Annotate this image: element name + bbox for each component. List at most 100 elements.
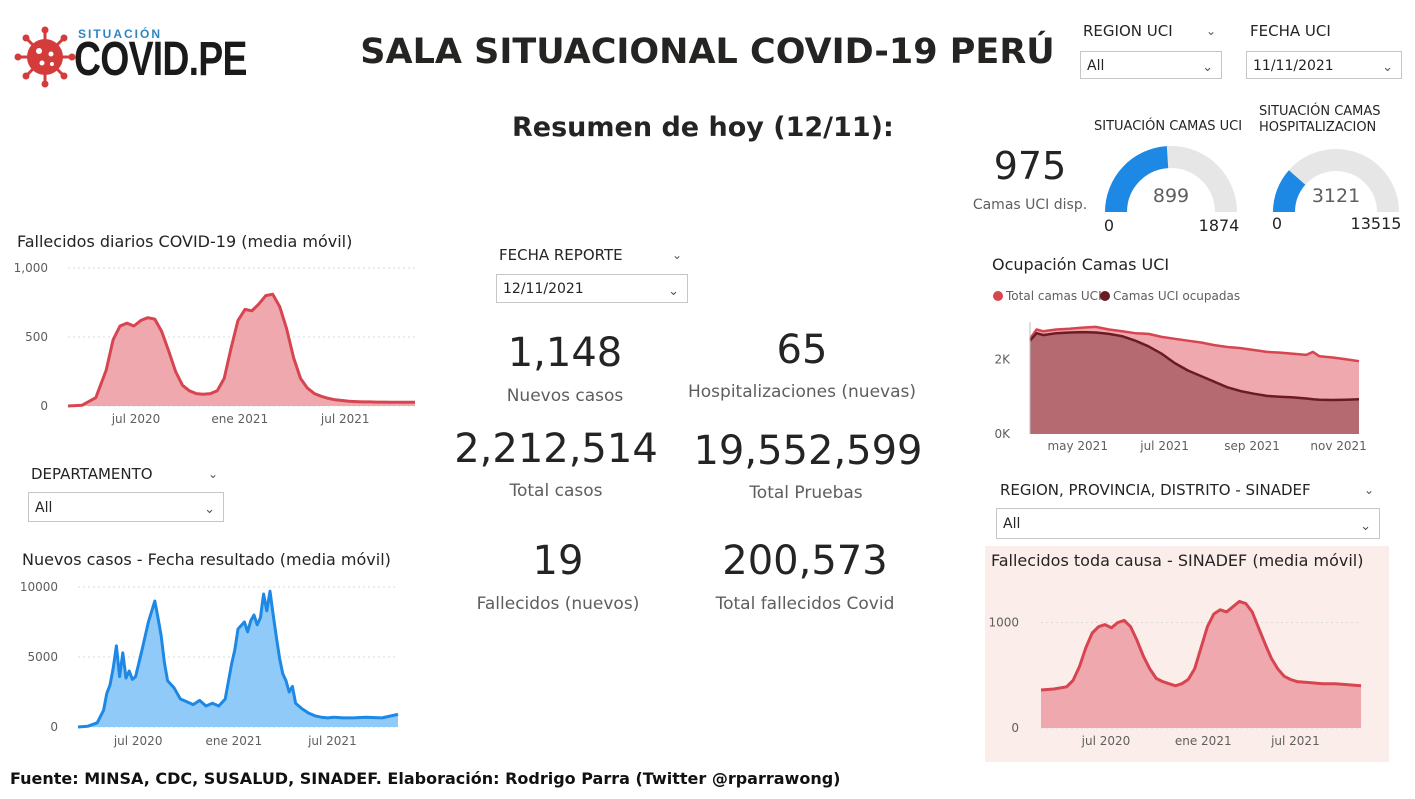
chart-ocupacion: 2K 0K may 2021 jul 2021 sep 2021 nov 2021 Tota… <box>993 289 1367 453</box>
chevron-down-icon: ⌄ <box>204 502 215 517</box>
series-line-1 <box>1029 330 1360 402</box>
area-0 <box>68 294 415 406</box>
camas-uci-label: Camas UCI disp. <box>972 197 1088 213</box>
fallecidos-value: 19 <box>532 538 584 584</box>
hospitalizaciones-value: 65 <box>776 327 828 373</box>
region-sinadef-dropdown[interactable]: All ⌄ <box>996 508 1380 539</box>
y-tick-label: 2K <box>994 352 1011 366</box>
virus-icon <box>14 26 76 88</box>
gauge-hosp-max: 13515 <box>1351 214 1402 233</box>
chart-nuevos-casos: 10000 5000 0 jul 2020 ene 2021 jul 2021 <box>20 580 399 748</box>
region-sinadef-value: All <box>1003 516 1021 532</box>
total-fallecidos-label: Total fallecidos Covid <box>715 594 895 614</box>
gauge-hosp-fill <box>1273 170 1306 213</box>
x-tick-label: ene 2021 <box>205 734 262 748</box>
gauge-hosp-value: 3121 <box>1312 185 1360 207</box>
fecha-uci-dropdown[interactable]: 11/11/2021 ⌄ <box>1246 51 1402 79</box>
legend-label: Camas UCI ocupadas <box>1113 289 1240 303</box>
hospitalizaciones-label: Hospitalizaciones (nuevas) <box>688 382 916 402</box>
region-uci-value: All <box>1087 58 1105 74</box>
y-tick-label: 1000 <box>988 615 1019 629</box>
series-line-0 <box>67 292 415 408</box>
x-tick-label: jul 2021 <box>1270 734 1320 748</box>
y-tick-label: 500 <box>25 330 48 344</box>
gauge-uci-title: SITUACIÓN CAMAS UCI <box>1094 119 1243 134</box>
y-tick-label: 0 <box>50 720 58 734</box>
footer-source: Fuente: MINSA, CDC, SUSALUD, SINADEF. El… <box>10 769 841 788</box>
y-tick-label: 5000 <box>27 650 58 664</box>
chart-sinadef: 1000 0 jul 2020 ene 2021 jul 2021 <box>988 599 1362 748</box>
departamento-label: DEPARTAMENTO <box>31 465 153 483</box>
gauge-hosp-title: SITUACIÓN CAMAS HOSPITALIZACION <box>1259 104 1381 135</box>
nuevos-casos-label: Nuevos casos <box>506 386 624 406</box>
chevron-down-icon: ⌄ <box>1360 519 1371 534</box>
area-0 <box>1041 601 1361 728</box>
gauge-uci-value: 899 <box>1153 185 1189 207</box>
chevron-down-icon[interactable]: ⌄ <box>1364 483 1375 497</box>
series-line-0 <box>77 589 399 729</box>
total-pruebas-label: Total Pruebas <box>749 483 863 503</box>
summary-title: Resumen de hoy (12/11): <box>512 112 894 143</box>
nuevos-casos-value: 1,148 <box>507 330 623 376</box>
gauge-uci: 899 0 1874 <box>1104 146 1240 235</box>
chart-sinadef-title: Fallecidos toda causa - SINADEF (media m… <box>991 551 1364 570</box>
x-tick-label: jul 2020 <box>111 412 161 426</box>
x-tick-label: sep 2021 <box>1224 439 1280 453</box>
legend-marker <box>993 291 1003 301</box>
x-tick-label: ene 2021 <box>211 412 268 426</box>
chart-nuevos-casos-title: Nuevos casos - Fecha resultado (media mó… <box>22 550 391 569</box>
x-tick-label: may 2021 <box>1047 439 1108 453</box>
legend-marker <box>1100 291 1110 301</box>
gauge-uci-min: 0 <box>1104 216 1114 235</box>
fecha-reporte-label: FECHA REPORTE <box>499 246 623 264</box>
camas-uci-value: 975 <box>993 144 1067 188</box>
series-line-0 <box>1040 599 1362 692</box>
departamento-dropdown[interactable]: All ⌄ <box>28 492 224 522</box>
logo-title: COVID.PE <box>74 33 247 86</box>
chevron-down-icon[interactable]: ⌄ <box>1206 24 1217 38</box>
y-tick-label: 0K <box>994 427 1011 441</box>
x-tick-label: jul 2021 <box>1139 439 1189 453</box>
area-1 <box>1030 332 1359 434</box>
chevron-down-icon: ⌄ <box>1382 60 1393 75</box>
chart-fallecidos: 1,000 500 0 jul 2020 ene 2021 jul 2021 <box>14 261 415 426</box>
series-line-0 <box>1028 325 1360 363</box>
total-fallecidos-value: 200,573 <box>722 538 888 584</box>
y-tick-label: 1,000 <box>14 261 48 275</box>
departamento-value: All <box>35 500 53 516</box>
x-tick-label: jul 2021 <box>307 734 357 748</box>
fecha-reporte-dropdown[interactable]: 12/11/2021 ⌄ <box>496 274 688 303</box>
chart-fallecidos-title: Fallecidos diarios COVID-19 (media móvil… <box>17 232 353 251</box>
total-casos-value: 2,212,514 <box>454 426 658 472</box>
y-tick-label: 10000 <box>20 580 58 594</box>
chevron-down-icon[interactable]: ⌄ <box>672 248 683 262</box>
legend-label: Total camas UCI <box>1005 289 1102 303</box>
chart-ocupacion-title: Ocupación Camas UCI <box>992 255 1170 274</box>
x-tick-label: nov 2021 <box>1310 439 1366 453</box>
chevron-down-icon: ⌄ <box>668 284 679 299</box>
page-title: SALA SITUACIONAL COVID-19 PERÚ <box>360 32 1055 72</box>
gauge-hosp: 3121 0 13515 <box>1272 149 1402 233</box>
x-tick-label: jul 2020 <box>1081 734 1131 748</box>
logo <box>14 20 214 92</box>
y-tick-label: 0 <box>40 399 48 413</box>
total-casos-label: Total casos <box>509 481 603 501</box>
gauge-uci-fill <box>1105 146 1169 213</box>
region-uci-dropdown[interactable]: All ⌄ <box>1080 51 1222 79</box>
fecha-reporte-value: 12/11/2021 <box>503 281 584 297</box>
fecha-uci-value: 11/11/2021 <box>1253 58 1334 74</box>
fecha-uci-label: FECHA UCI <box>1250 22 1331 40</box>
region-uci-label: REGION UCI <box>1083 22 1173 40</box>
logo-subtitle: SITUACIÓN <box>78 27 162 41</box>
x-tick-label: ene 2021 <box>1175 734 1232 748</box>
total-pruebas-value: 19,552,599 <box>693 428 923 474</box>
gauge-hosp-min: 0 <box>1272 214 1282 233</box>
gauge-uci-max: 1874 <box>1199 216 1240 235</box>
chevron-down-icon: ⌄ <box>1202 60 1213 75</box>
fallecidos-label: Fallecidos (nuevos) <box>476 594 640 614</box>
chevron-down-icon[interactable]: ⌄ <box>208 467 219 481</box>
x-tick-label: jul 2021 <box>320 412 370 426</box>
x-tick-label: jul 2020 <box>113 734 163 748</box>
y-tick-label: 0 <box>1011 721 1019 735</box>
area-0 <box>78 591 398 727</box>
